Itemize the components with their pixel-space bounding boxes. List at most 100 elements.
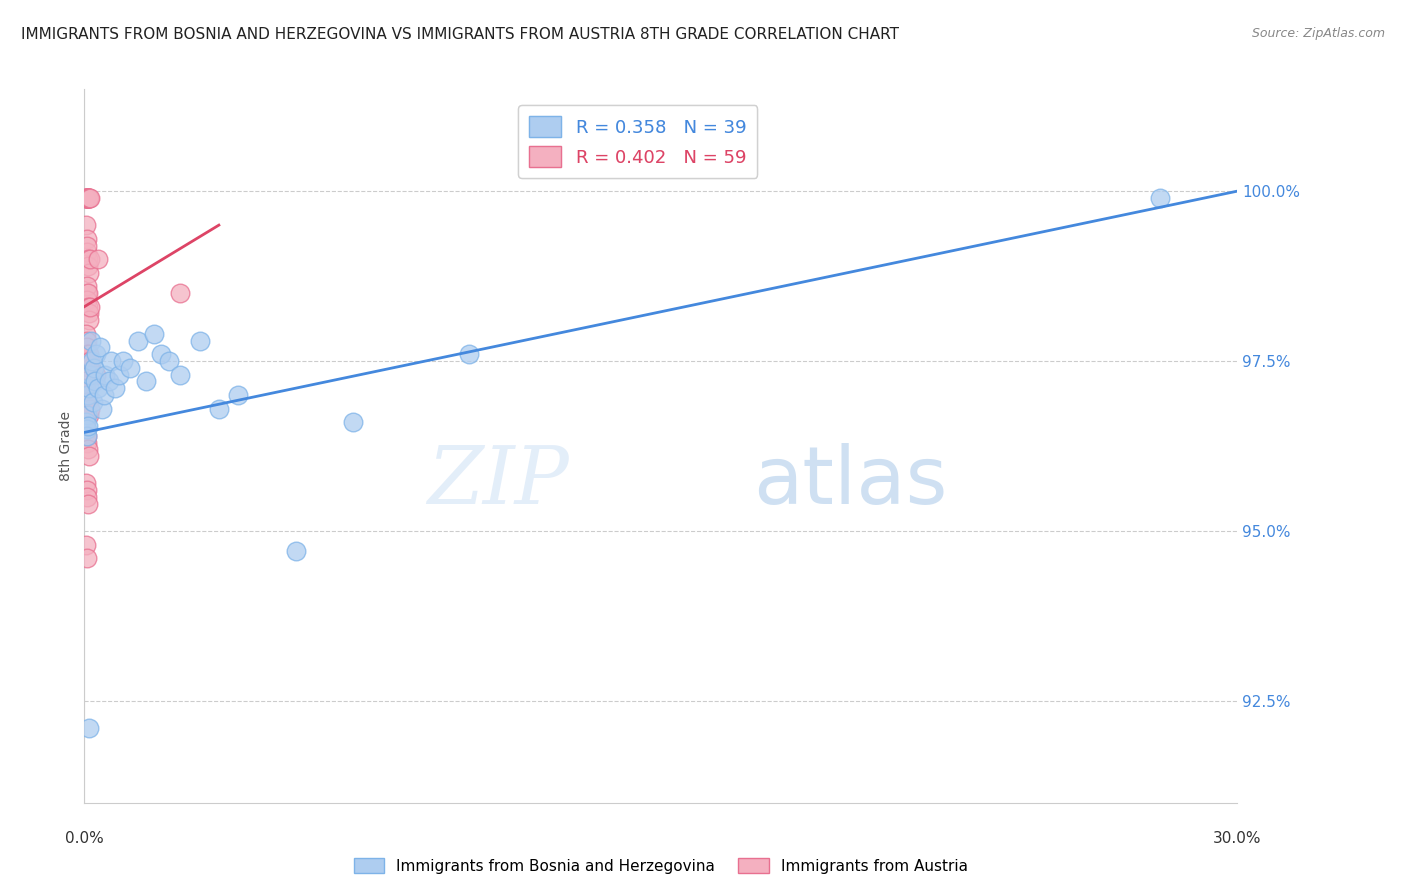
- Point: [76, 422, 98, 436]
- Point: [77, 497, 100, 511]
- Point: [76, 286, 98, 301]
- Point: [77, 388, 100, 402]
- Y-axis label: 8th Grade: 8th Grade: [59, 411, 73, 481]
- Point: [77, 191, 100, 205]
- Point: [75, 422, 97, 436]
- Point: [76, 279, 98, 293]
- Point: [75, 191, 97, 205]
- Point: [108, 368, 131, 382]
- Point: [457, 347, 479, 361]
- Point: [169, 286, 191, 301]
- Point: [76, 293, 98, 307]
- Point: [127, 334, 149, 348]
- Point: [76, 429, 98, 443]
- Point: [79, 252, 101, 266]
- Point: [76, 394, 98, 409]
- Point: [84, 375, 107, 389]
- Point: [77, 347, 100, 361]
- Point: [157, 354, 180, 368]
- Point: [80, 334, 103, 348]
- Point: [75, 375, 97, 389]
- Text: Source: ZipAtlas.com: Source: ZipAtlas.com: [1251, 27, 1385, 40]
- Legend: Immigrants from Bosnia and Herzegovina, Immigrants from Austria: Immigrants from Bosnia and Herzegovina, …: [347, 852, 974, 880]
- Point: [87, 252, 110, 266]
- Point: [76, 483, 98, 498]
- Point: [76, 191, 98, 205]
- Point: [77, 259, 100, 273]
- Point: [111, 354, 134, 368]
- Point: [77, 191, 100, 205]
- Point: [75, 326, 97, 341]
- Point: [77, 300, 100, 314]
- Point: [76, 388, 98, 402]
- Point: [76, 347, 98, 361]
- Point: [79, 360, 101, 375]
- Point: [79, 368, 101, 382]
- Point: [82, 394, 104, 409]
- Point: [75, 191, 97, 205]
- Point: [77, 381, 100, 395]
- Point: [76, 409, 98, 423]
- Point: [342, 415, 364, 429]
- Point: [75, 415, 97, 429]
- Point: [120, 360, 142, 375]
- Point: [142, 326, 165, 341]
- Point: [80, 354, 103, 368]
- Point: [77, 394, 100, 409]
- Point: [77, 313, 100, 327]
- Point: [79, 191, 101, 205]
- Point: [75, 191, 97, 205]
- Point: [76, 551, 98, 566]
- Point: [75, 381, 97, 395]
- Point: [76, 286, 98, 301]
- Point: [98, 375, 121, 389]
- Point: [76, 429, 98, 443]
- Point: [79, 354, 101, 368]
- Point: [84, 368, 107, 382]
- Point: [104, 381, 127, 395]
- Point: [77, 266, 100, 280]
- Point: [75, 218, 97, 232]
- Point: [77, 354, 100, 368]
- Point: [76, 238, 98, 252]
- Point: [76, 418, 98, 433]
- Point: [75, 429, 97, 443]
- Point: [169, 368, 191, 382]
- Point: [79, 191, 101, 205]
- Point: [79, 401, 101, 416]
- Text: atlas: atlas: [754, 442, 948, 521]
- Point: [76, 334, 98, 348]
- Point: [76, 401, 98, 416]
- Point: [100, 354, 122, 368]
- Text: IMMIGRANTS FROM BOSNIA AND HERZEGOVINA VS IMMIGRANTS FROM AUSTRIA 8TH GRADE CORR: IMMIGRANTS FROM BOSNIA AND HERZEGOVINA V…: [21, 27, 898, 42]
- Point: [87, 381, 110, 395]
- Point: [75, 476, 97, 491]
- Point: [76, 191, 98, 205]
- Point: [76, 191, 98, 205]
- Point: [79, 300, 101, 314]
- Point: [76, 435, 98, 450]
- Point: [150, 347, 173, 361]
- Text: 30.0%: 30.0%: [1213, 831, 1261, 847]
- Point: [284, 544, 307, 558]
- Point: [76, 490, 98, 504]
- Point: [75, 537, 97, 551]
- Point: [77, 449, 100, 463]
- Text: ZIP: ZIP: [427, 443, 568, 520]
- Point: [76, 252, 98, 266]
- Point: [76, 341, 98, 355]
- Point: [84, 347, 107, 361]
- Point: [135, 375, 157, 389]
- Legend: R = 0.358   N = 39, R = 0.402   N = 59: R = 0.358 N = 39, R = 0.402 N = 59: [519, 105, 758, 178]
- Point: [77, 442, 100, 457]
- Point: [1149, 191, 1171, 205]
- Point: [77, 306, 100, 320]
- Point: [188, 334, 211, 348]
- Point: [94, 368, 117, 382]
- Text: 0.0%: 0.0%: [65, 831, 104, 847]
- Point: [89, 341, 111, 355]
- Point: [77, 409, 100, 423]
- Point: [76, 232, 98, 246]
- Point: [77, 191, 100, 205]
- Point: [208, 401, 231, 416]
